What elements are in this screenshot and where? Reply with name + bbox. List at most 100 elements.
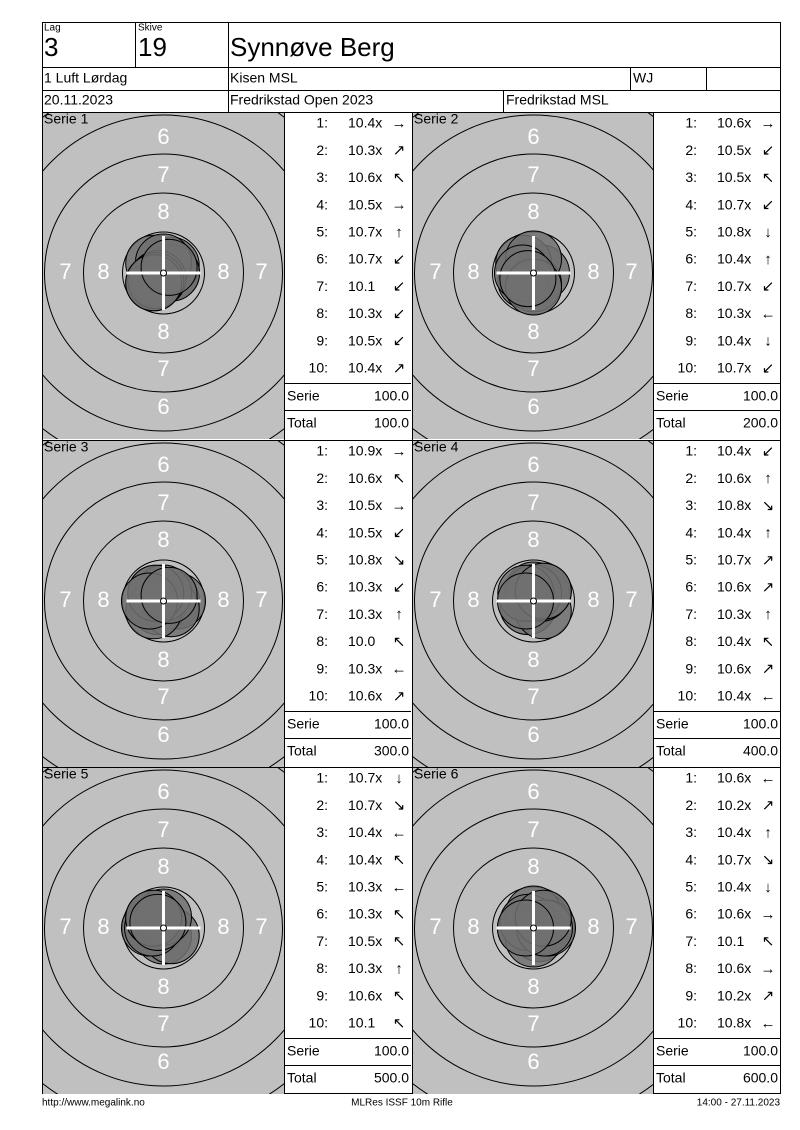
skive-label: Skive	[138, 23, 163, 34]
shot-number: 9:	[685, 987, 697, 1003]
frame	[42, 22, 781, 1094]
shot-score: 10.7x	[348, 251, 382, 267]
shot-number: 7:	[685, 933, 697, 949]
shot-arrow: ↑	[395, 606, 403, 623]
ring-label: 8	[157, 527, 169, 552]
series-block: 6 7 8 6 7 8 7 8 8 7 Serie 3 1: 10.9x → 2: 10.6x ↖ 3: 10.5x…	[43, 439, 411, 767]
ring-label: 7	[527, 162, 539, 187]
total-label: Total	[656, 743, 686, 759]
shot-arrow: ↙	[393, 251, 406, 268]
shot-number: 1:	[685, 443, 697, 459]
ring-label: 7	[527, 817, 539, 842]
ring-label: 8	[157, 974, 169, 999]
shot-number: 3:	[316, 169, 328, 185]
shot-number: 7:	[316, 606, 328, 622]
shot-score: 10.6x	[717, 579, 751, 595]
shooter-name: Synnøve Berg	[230, 32, 395, 62]
shot-number: 4:	[316, 524, 328, 540]
shot-arrow: ↑	[395, 224, 403, 241]
shot-number: 5:	[685, 224, 697, 240]
shot-score: 10.7x	[717, 278, 751, 294]
shot-score: 10.7x	[348, 224, 382, 240]
series-title: Serie 3	[44, 439, 89, 455]
shot-score: 10.7x	[717, 851, 751, 867]
shot-arrow: ↑	[764, 251, 772, 268]
shot-number: 9:	[316, 660, 328, 676]
shot-score: 10.6x	[348, 470, 382, 486]
total-score: 400.0	[743, 743, 778, 759]
shot-score: 10.2x	[717, 987, 751, 1003]
date: 20.11.2023	[44, 92, 113, 108]
shot-number: 4:	[316, 851, 328, 867]
shot-number: 2:	[685, 470, 697, 486]
ring-label: 6	[157, 124, 169, 149]
ring	[43, 442, 284, 760]
shot-number: 10:	[309, 688, 328, 704]
ring-label: 8	[527, 527, 539, 552]
shot-score: 10.6x	[348, 688, 382, 704]
shot-hole	[140, 566, 198, 624]
shot-score: 10.6x	[348, 169, 382, 185]
shot-score: 10.1	[717, 933, 744, 949]
shot-arrow: ↙	[393, 305, 406, 322]
shot-score: 10.3x	[348, 906, 382, 922]
ring	[414, 153, 653, 393]
ring-label: 6	[527, 394, 539, 419]
ring-label: 6	[157, 452, 169, 477]
lag: 3	[44, 32, 58, 62]
ring	[122, 231, 205, 315]
ring-label: 7	[429, 587, 441, 612]
shot-score: 10.4x	[717, 443, 751, 459]
shot-arrow: ↓	[395, 770, 403, 787]
shot-arrow: ↖	[393, 1015, 406, 1032]
shot-arrow: ↑	[764, 525, 772, 542]
shot-score: 10.4x	[717, 879, 751, 895]
ring-label: 6	[527, 722, 539, 747]
shot-number: 8:	[316, 305, 328, 321]
shot-arrow: ↖	[762, 169, 775, 186]
shot-score: 10.4x	[717, 824, 751, 840]
serie-label: Serie	[656, 716, 689, 732]
ring-label: 7	[625, 259, 637, 284]
shot-score: 10.6x	[717, 660, 751, 676]
ring-label: 7	[527, 1011, 539, 1036]
shot-score: 10.7x	[717, 360, 751, 376]
code: WJ	[633, 70, 653, 86]
shot-score: 10.6x	[717, 906, 751, 922]
shot-number: 4:	[685, 196, 697, 212]
shot-number: 8:	[316, 960, 328, 976]
ring-label: 8	[157, 854, 169, 879]
shot-hole	[129, 893, 187, 951]
shot-score: 10.4x	[717, 251, 751, 267]
shot-arrow: →	[392, 497, 407, 514]
shot-score: 10.5x	[717, 142, 751, 158]
ring-label: 8	[217, 914, 229, 939]
shot-score: 10.3x	[348, 606, 382, 622]
ring	[492, 559, 575, 643]
shot-arrow: ←	[761, 770, 776, 787]
ring-label: 8	[157, 319, 169, 344]
ring	[413, 769, 653, 1087]
ring-label: 7	[429, 914, 441, 939]
shot-number: 8:	[685, 633, 697, 649]
ring-label: 7	[157, 356, 169, 381]
target-rings	[413, 768, 653, 1094]
target-rings	[43, 113, 284, 439]
shot-number: 10:	[678, 688, 697, 704]
shot-score: 10.3x	[348, 579, 382, 595]
shot-score: 10.5x	[348, 196, 382, 212]
ring-label: 8	[587, 259, 599, 284]
ring-label: 8	[527, 974, 539, 999]
shot-score: 10.3x	[348, 305, 382, 321]
shot-arrow: ←	[392, 661, 407, 678]
serie-score: 100.0	[743, 388, 778, 404]
ring-label: 7	[527, 684, 539, 709]
shot-score: 10.4x	[717, 633, 751, 649]
shot-arrow: ↗	[762, 552, 775, 569]
ring	[44, 808, 283, 1048]
ring-label: 6	[157, 1049, 169, 1074]
ring-label: 6	[527, 124, 539, 149]
shot-number: 7:	[685, 278, 697, 294]
shot-number: 1:	[316, 115, 328, 131]
ring-label: 7	[255, 914, 267, 939]
